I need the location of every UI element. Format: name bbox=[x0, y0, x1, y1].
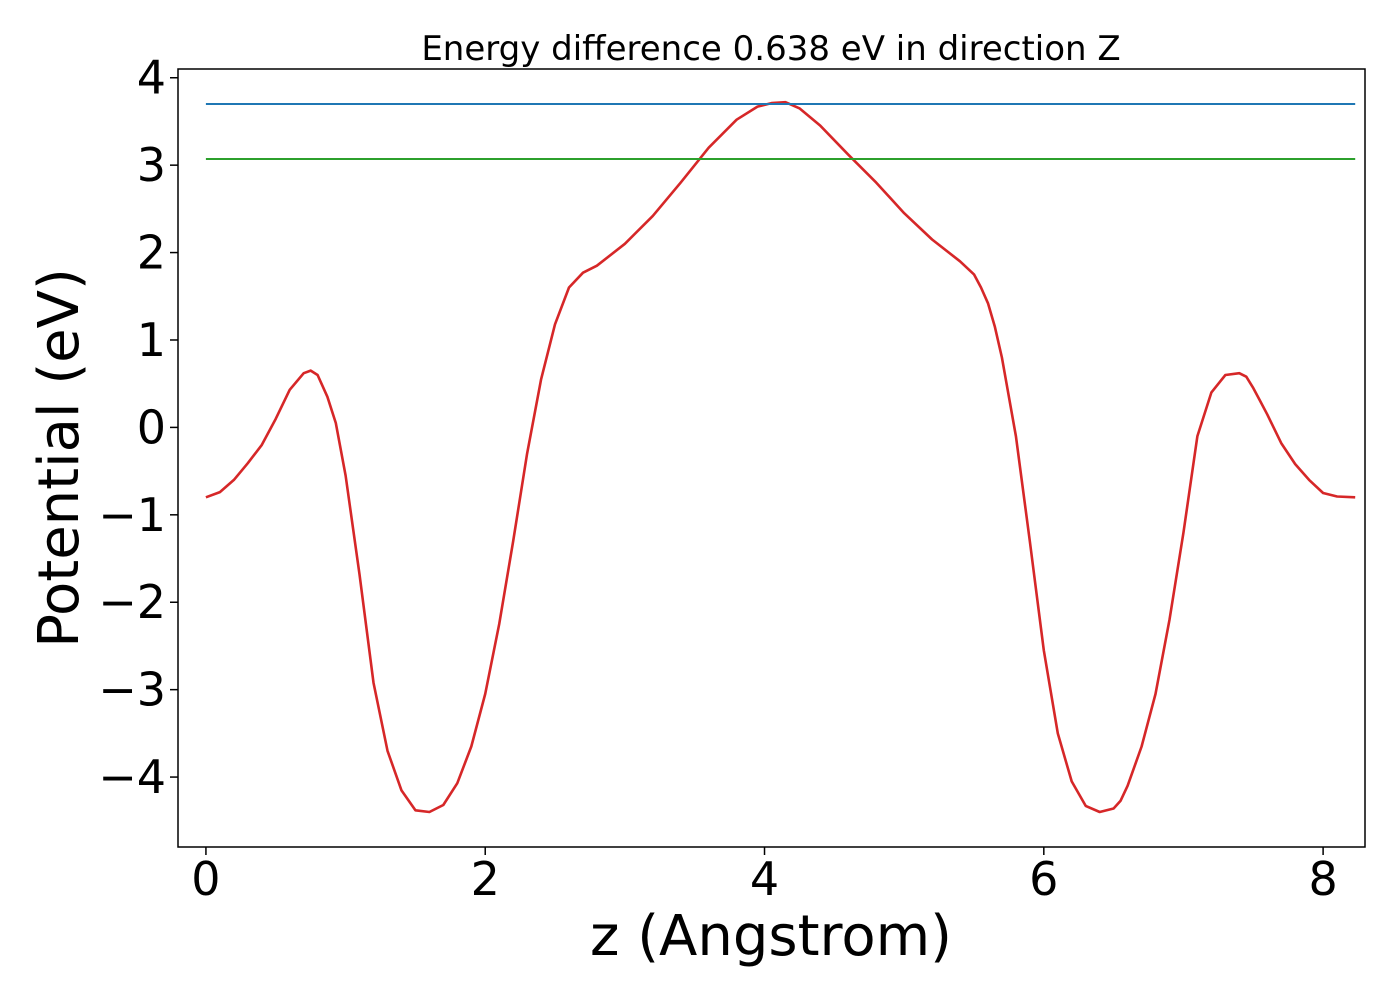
x-tick-label: 4 bbox=[750, 852, 779, 906]
y-axis-ticks: −4 −3 −2 −1 0 1 2 3 4 bbox=[98, 51, 178, 804]
y-tick-label: −4 bbox=[98, 750, 166, 804]
y-tick-label: −1 bbox=[98, 488, 166, 542]
series-line-0 bbox=[205, 100, 1356, 814]
x-tick-label: 6 bbox=[1029, 852, 1058, 906]
x-axis-label: z (Angstrom) bbox=[590, 904, 952, 969]
y-tick-label: 1 bbox=[137, 313, 166, 367]
y-tick-label: 4 bbox=[137, 51, 166, 105]
y-tick-label: 2 bbox=[137, 226, 166, 280]
x-tick-label: 2 bbox=[471, 852, 500, 906]
y-tick-label: −3 bbox=[98, 663, 166, 717]
y-axis-label: Potential (eV) bbox=[27, 268, 92, 648]
x-tick-label: 8 bbox=[1308, 852, 1337, 906]
y-tick-label: −2 bbox=[98, 575, 166, 629]
x-tick-label: 0 bbox=[191, 852, 220, 906]
chart-title: Energy difference 0.638 eV in direction … bbox=[421, 29, 1120, 69]
x-axis-ticks: 0 2 4 6 8 bbox=[191, 847, 1338, 906]
series-layer bbox=[205, 100, 1356, 814]
plot-background bbox=[178, 69, 1365, 847]
plot-frame bbox=[177, 68, 1366, 848]
y-tick-label: 3 bbox=[137, 138, 166, 192]
y-tick-label: 0 bbox=[137, 400, 166, 454]
